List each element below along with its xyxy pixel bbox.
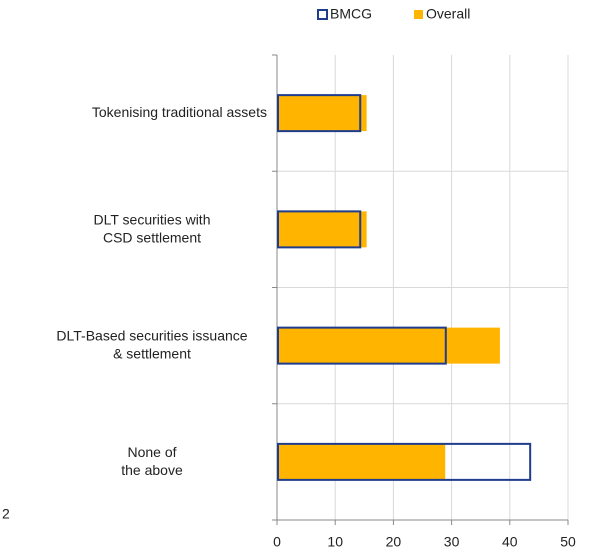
note: 2 (2, 506, 10, 522)
legend-label: Overall (426, 6, 470, 22)
bar (277, 210, 362, 249)
y-tick-label: None of the above (121, 444, 183, 478)
bar (277, 443, 446, 480)
bar (277, 442, 532, 481)
bar (277, 94, 362, 133)
y-tick-label: DLT-Based securities issuance & settlemen… (56, 327, 247, 361)
y-tick-label: Tokenising traditional assets (92, 104, 267, 120)
x-tick-label: 50 (560, 534, 576, 550)
bar (277, 211, 367, 248)
x-tick-label: 0 (273, 534, 281, 550)
bar (277, 327, 500, 364)
x-tick-label: 20 (386, 534, 402, 550)
legend-label: BMCG (330, 6, 372, 22)
legend-swatch (414, 10, 423, 19)
x-tick-label: 30 (444, 534, 460, 550)
bar (277, 326, 447, 365)
y-tick-label: DLT securities with CSD settlement (94, 211, 211, 245)
x-tick-label: 40 (502, 534, 518, 550)
bar (277, 95, 367, 132)
legend-swatch (317, 9, 328, 20)
x-tick-label: 10 (327, 534, 343, 550)
